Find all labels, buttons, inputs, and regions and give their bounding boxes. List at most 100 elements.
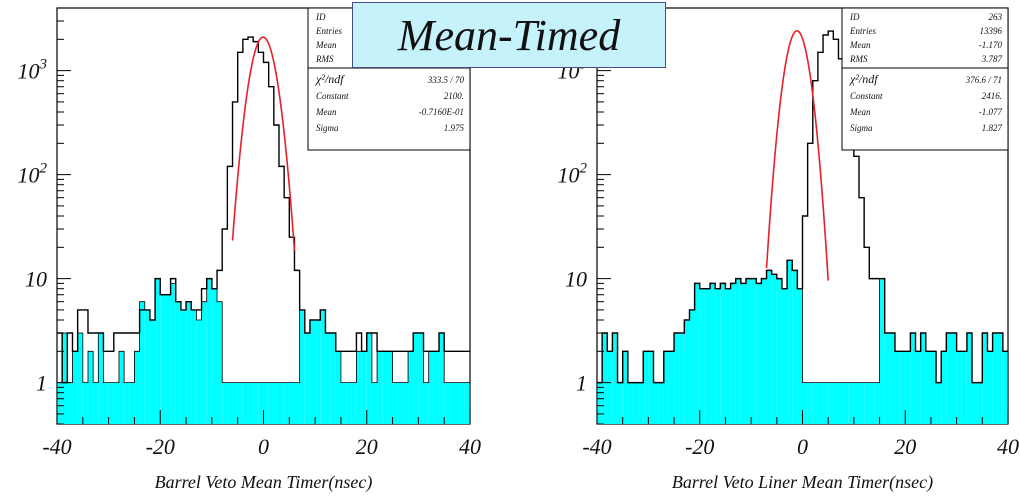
histogram-bar-filled — [756, 283, 762, 424]
histogram-bar-filled — [622, 351, 628, 424]
histogram-bar-filled — [335, 351, 341, 424]
histogram-bar-filled — [294, 382, 300, 424]
x-axis-label: Barrel Veto Liner Mean Timer(nsec) — [672, 472, 933, 493]
histogram-bar-filled — [175, 301, 181, 424]
histogram-bar-filled — [638, 382, 644, 424]
stats-key: RMS — [315, 54, 334, 64]
fit-value: 2416. — [982, 91, 1002, 101]
histogram-bar-filled — [93, 382, 99, 424]
histogram-bar-filled — [201, 301, 207, 424]
histogram-bar-filled — [72, 351, 78, 424]
fit-value: 2100. — [444, 91, 464, 101]
histogram-bar-filled — [602, 332, 608, 424]
histogram-bar-filled — [129, 382, 135, 424]
fit-key: χ²/ndf — [849, 72, 879, 86]
y-tick-label: 10 — [565, 267, 587, 292]
histogram-bar-filled — [679, 332, 685, 424]
histogram-bar-filled — [299, 309, 305, 424]
histogram-bar-filled — [905, 351, 911, 424]
histogram-bar-filled — [180, 309, 187, 424]
banner-text: Mean-Timed — [397, 10, 621, 60]
histogram-bar-filled — [828, 382, 834, 424]
histogram-open-line — [57, 36, 470, 384]
y-tick-label: 10 — [25, 267, 47, 292]
stats-key: RMS — [849, 54, 868, 64]
histogram-bar-filled — [392, 382, 398, 424]
histogram-bar-filled — [879, 278, 885, 424]
histogram-bar-filled — [320, 309, 326, 424]
histogram-bar-filled — [325, 332, 331, 424]
histogram-bar-filled — [936, 382, 942, 424]
histogram-bar-filled — [315, 320, 321, 424]
histogram-bar-filled — [859, 382, 865, 424]
histogram-bar-filled — [124, 382, 130, 424]
histogram-bar-filled — [663, 351, 669, 424]
stats-value: 13396 — [980, 26, 1003, 36]
x-tick-label: -20 — [685, 434, 714, 459]
y-tick-exponent: 2 — [40, 161, 48, 177]
histogram-bar-filled — [402, 382, 409, 424]
stats-key: Entries — [315, 26, 342, 36]
stats-value: -1.170 — [979, 40, 1003, 50]
histogram-bar-filled — [776, 278, 782, 424]
histogram-bar-filled — [946, 332, 952, 424]
histogram-bar-filled — [992, 332, 998, 424]
fit-key: Mean — [849, 107, 871, 117]
histogram-bar-filled — [356, 351, 362, 424]
histogram-bar-filled — [449, 382, 455, 424]
stats-key: ID — [315, 12, 326, 22]
histogram-bar-filled — [139, 301, 145, 424]
histogram-bar-filled — [874, 382, 880, 424]
histogram-bar-filled — [346, 382, 352, 424]
x-tick-label: 40 — [459, 434, 481, 459]
gaussian-fit-curve — [765, 29, 829, 281]
fit-value: -0.7160E-01 — [419, 107, 464, 117]
histogram-bar-filled — [227, 382, 233, 424]
stats-key: ID — [849, 12, 860, 22]
histogram-bar-filled — [900, 351, 906, 424]
histogram-bar-filled — [377, 351, 383, 424]
x-tick-label: 20 — [894, 434, 916, 459]
stats-value: 263 — [989, 12, 1003, 22]
histogram-bar-filled — [792, 270, 798, 424]
histogram-bar-filled — [694, 283, 700, 424]
histogram-bar-filled — [704, 288, 711, 424]
histogram-bar-filled — [351, 382, 357, 424]
histogram-bar-filled — [699, 288, 705, 424]
histogram-bar-filled — [330, 332, 336, 424]
histogram-bar-filled — [735, 278, 741, 424]
histogram-bar-filled — [961, 351, 967, 424]
histogram-bar-filled — [915, 351, 921, 424]
histogram-bar-filled — [740, 283, 746, 424]
histogram-bar-filled — [444, 382, 450, 424]
histogram-bar-filled — [289, 382, 295, 424]
fit-value: 333.5 / 70 — [427, 75, 465, 85]
histogram-bar-filled — [232, 382, 238, 424]
fit-value: 1.975 — [444, 123, 465, 133]
histogram-bar-filled — [108, 382, 114, 424]
histogram-bar-filled — [263, 382, 269, 424]
histogram-bar-filled — [237, 382, 243, 424]
histogram-bar-filled — [408, 351, 414, 424]
histogram-bar-filled — [191, 309, 197, 424]
histogram-bar-filled — [428, 351, 434, 424]
histogram-bar-filled — [941, 351, 947, 424]
y-tick-label: 103 — [18, 57, 48, 84]
histogram-bar-filled — [869, 382, 875, 424]
histogram-bar-filled — [222, 382, 228, 424]
histogram-bar-filled — [309, 320, 316, 424]
histogram-bar-filled — [413, 332, 419, 424]
histogram-bar-filled — [366, 332, 372, 424]
histogram-bar-filled — [196, 320, 202, 424]
histogram-bar-filled — [418, 332, 424, 424]
histogram-bar-filled — [745, 278, 752, 424]
histogram-bar-filled — [67, 382, 73, 424]
histogram-bar-filled — [771, 274, 777, 424]
histogram-filled-outline — [56, 278, 471, 424]
histogram-bar-filled — [186, 301, 192, 424]
histogram-bar-filled — [612, 332, 618, 424]
histogram-bar-filled — [340, 382, 347, 424]
